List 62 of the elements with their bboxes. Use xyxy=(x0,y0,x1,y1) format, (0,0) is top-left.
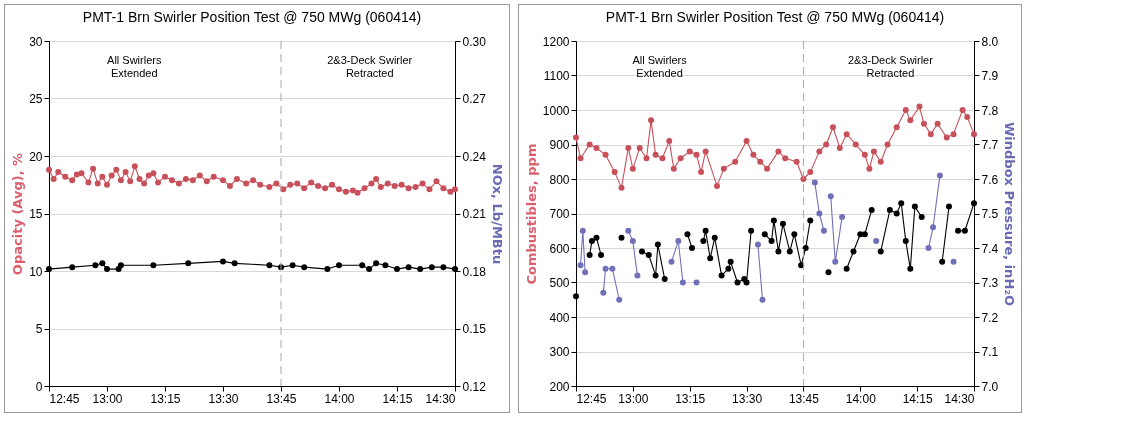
y-tick-label: 500 xyxy=(549,276,570,290)
x-tick-label: 13:15 xyxy=(150,391,181,406)
y2-tick-label: 7.1 xyxy=(981,345,999,359)
y-tick-label: 700 xyxy=(549,207,570,221)
x-tick-label: 13:30 xyxy=(732,391,763,406)
y-tick-label: 1100 xyxy=(543,69,570,83)
x-tick-label: 12:45 xyxy=(576,391,607,406)
x-tick-label: 14:00 xyxy=(324,391,355,406)
x-tick-label: 14:15 xyxy=(902,391,933,406)
y-tick-label: 900 xyxy=(549,138,570,152)
x-tick-label: 13:45 xyxy=(788,391,820,406)
y2-tick-label: 0.15 xyxy=(462,322,487,336)
annotation: 2&3-Deck Swirler Retracted xyxy=(847,54,934,79)
y-tick-label: 600 xyxy=(549,241,570,256)
y2-tick-label: 7.7 xyxy=(981,138,999,152)
y2-tick-label: 0.24 xyxy=(462,149,487,164)
x-tick-label: 14:30 xyxy=(425,391,456,406)
y2-tick-label: 7.0 xyxy=(981,379,999,394)
y2-axis-title: Windbox Pressure, inH₂O xyxy=(1002,121,1018,307)
chart-title: PMT-1 Brn Swirler Position Test @ 750 MWg (060414) xyxy=(605,9,945,25)
y2-tick-label: 0.18 xyxy=(462,264,487,279)
x-tick-label: 13:00 xyxy=(92,391,123,406)
x-tick-label: 14:00 xyxy=(845,391,877,406)
annotation: All Swirlers Extended xyxy=(107,54,162,79)
y-tick-label: 1200 xyxy=(542,34,570,49)
y-tick-label: 300 xyxy=(549,345,570,359)
y2-tick-label: 8.0 xyxy=(981,34,999,49)
y2-tick-label: 7.9 xyxy=(981,69,999,83)
annotation: All Swirlers Extended xyxy=(632,54,688,79)
y-tick-label: 25 xyxy=(29,92,43,106)
y2-tick-label: 0.27 xyxy=(462,92,487,106)
y-tick-label: 20 xyxy=(29,149,43,164)
y-axis-title: Combustibles, ppm xyxy=(523,143,539,285)
y2-tick-label: 7.6 xyxy=(981,172,999,187)
x-tick-label: 13:00 xyxy=(618,391,649,406)
y2-tick-label: 7.2 xyxy=(981,310,999,325)
y-tick-label: 0 xyxy=(35,379,43,394)
annotation: 2&3-Deck Swirler Retracted xyxy=(327,54,413,79)
y2-tick-label: 7.5 xyxy=(981,207,999,221)
y-tick-label: 200 xyxy=(549,379,570,394)
chart-title: PMT-1 Brn Swirler Position Test @ 750 MWg (060414) xyxy=(82,9,422,25)
x-tick-label: 13:45 xyxy=(266,391,297,406)
y-tick-label: 15 xyxy=(29,207,43,221)
x-tick-label: 14:15 xyxy=(382,391,413,406)
y2-axis-title: NOx, Lb/MBtu xyxy=(489,163,505,265)
y2-tick-label: 0.21 xyxy=(462,207,487,221)
y2-tick-label: 7.4 xyxy=(981,241,999,256)
y-tick-label: 30 xyxy=(29,34,43,49)
x-tick-label: 13:15 xyxy=(675,391,706,406)
y2-tick-label: 0.30 xyxy=(462,34,487,49)
x-tick-label: 13:30 xyxy=(208,391,239,406)
y-tick-label: 400 xyxy=(549,310,570,325)
y2-tick-label: 7.3 xyxy=(981,276,999,290)
y2-tick-label: 0.12 xyxy=(462,379,487,394)
x-tick-label: 14:30 xyxy=(944,391,975,406)
y-axis-title: Opacity (Avg), % xyxy=(10,152,26,276)
y-tick-label: 10 xyxy=(29,264,43,279)
y-tick-label: 1000 xyxy=(542,103,570,118)
x-tick-label: 12:45 xyxy=(49,391,80,406)
y-tick-label: 5 xyxy=(35,322,43,336)
y2-tick-label: 7.8 xyxy=(981,103,999,118)
y-tick-label: 800 xyxy=(549,172,570,187)
